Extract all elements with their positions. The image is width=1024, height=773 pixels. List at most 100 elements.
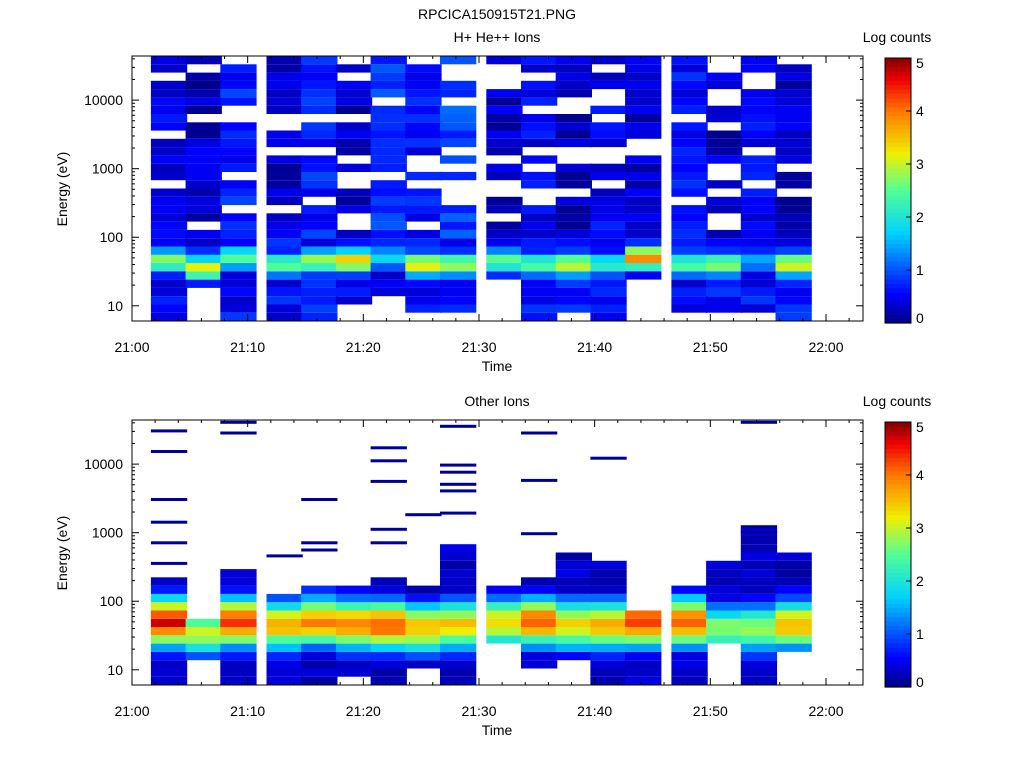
heatmap-cell xyxy=(740,610,778,619)
heatmap-cell xyxy=(440,552,477,561)
heatmap-cell-sparse xyxy=(440,463,477,467)
heatmap-cell xyxy=(740,585,778,594)
heatmap-cell xyxy=(486,254,523,264)
heatmap-cell xyxy=(440,246,477,255)
heatmap-cell xyxy=(301,130,338,139)
heatmap-cell xyxy=(706,138,743,148)
heatmap-cell xyxy=(740,560,778,570)
heatmap-cell xyxy=(440,585,477,594)
heatmap-cell xyxy=(740,296,778,305)
heatmap-cell xyxy=(440,296,477,305)
heatmap-cell xyxy=(590,229,627,239)
heatmap-cell xyxy=(150,651,188,661)
heatmap-cell xyxy=(405,147,442,156)
heatmap-cell xyxy=(775,602,812,611)
heatmap-cell xyxy=(521,296,558,305)
heatmap-cell xyxy=(555,577,592,586)
heatmap-cell xyxy=(555,560,592,570)
heatmap-cell xyxy=(555,163,592,172)
colorbar-segment xyxy=(885,270,911,276)
heatmap-cell xyxy=(301,122,338,131)
heatmap-cell xyxy=(185,72,222,81)
heatmap-cell xyxy=(301,627,338,636)
colorbar-segment xyxy=(885,141,911,147)
heatmap-cell xyxy=(301,246,338,255)
y-tick-label: 100 xyxy=(100,229,124,245)
heatmap-cell xyxy=(370,56,407,65)
heatmap-cell xyxy=(335,205,373,214)
heatmap-cell xyxy=(220,263,257,272)
colorbar-segment xyxy=(885,660,911,666)
colorbar-segment xyxy=(885,283,911,289)
heatmap-cell xyxy=(590,618,627,628)
heatmap-cell xyxy=(555,196,592,206)
heatmap-cell xyxy=(625,676,662,685)
heatmap-cell xyxy=(740,676,778,685)
y-tick-label: 10 xyxy=(107,298,123,314)
heatmap-cell xyxy=(740,138,778,148)
heatmap-cell xyxy=(370,180,407,189)
colorbar-label: Log counts xyxy=(863,393,932,409)
heatmap-cell xyxy=(625,64,662,73)
colorbar-segment xyxy=(885,111,911,117)
heatmap-cell xyxy=(301,610,338,619)
heatmap-cell xyxy=(150,56,188,65)
x-tick-label: 21:50 xyxy=(693,339,728,355)
heatmap-cell xyxy=(440,569,477,578)
heatmap-cell xyxy=(740,577,778,586)
heatmap-cell xyxy=(185,89,222,98)
heatmap-cell xyxy=(521,254,558,264)
heatmap-cell xyxy=(521,122,558,131)
heatmap-cell xyxy=(370,147,407,156)
heatmap-cell xyxy=(590,130,627,139)
heatmap-cell xyxy=(440,627,477,636)
colorbar-segment xyxy=(885,84,911,90)
heatmap-cell xyxy=(185,213,222,222)
heatmap-cell xyxy=(625,660,662,669)
heatmap-cell xyxy=(706,618,743,628)
heatmap-cell xyxy=(266,163,303,172)
heatmap-cell xyxy=(671,238,708,247)
heatmap-cell xyxy=(220,213,257,222)
heatmap-cell xyxy=(625,221,662,230)
heatmap-cell xyxy=(301,263,338,272)
heatmap-cell xyxy=(521,229,558,239)
heatmap-cell xyxy=(590,643,627,652)
colorbar-segment xyxy=(885,62,911,68)
heatmap-cell xyxy=(405,279,442,288)
heatmap-cell xyxy=(671,122,708,131)
heatmap-cell xyxy=(521,577,558,586)
heatmap-cell xyxy=(370,287,407,297)
heatmap-cell xyxy=(740,213,778,222)
heatmap-cell xyxy=(706,180,743,189)
heatmap-cell xyxy=(706,130,743,139)
heatmap-cell xyxy=(706,287,743,297)
heatmap-cell xyxy=(150,610,188,619)
heatmap-cell xyxy=(486,221,523,230)
heatmap-cell xyxy=(740,188,778,197)
heatmap-cell xyxy=(150,585,188,594)
heatmap-cell xyxy=(266,610,303,619)
heatmap-cell xyxy=(521,279,558,288)
heatmap-cell xyxy=(370,676,407,685)
colorbar-segment xyxy=(885,550,911,556)
heatmap-cell xyxy=(370,213,407,222)
heatmap-cell xyxy=(775,105,812,114)
heatmap-cell xyxy=(370,229,407,239)
heatmap-cell xyxy=(335,651,373,661)
colorbar-tick-label: 0 xyxy=(916,310,924,326)
colorbar-segment xyxy=(885,292,911,298)
heatmap-cell xyxy=(590,80,627,90)
heatmap-cell xyxy=(301,105,338,114)
colorbar-segment xyxy=(885,439,911,445)
heatmap-cell xyxy=(405,72,442,81)
heatmap-cell xyxy=(625,627,662,636)
heatmap-cell xyxy=(706,585,743,594)
heatmap-cell xyxy=(266,271,303,280)
heatmap-cell xyxy=(590,263,627,272)
colorbar-segment xyxy=(885,102,911,108)
colorbar-segment xyxy=(885,88,911,94)
heatmap-cell xyxy=(775,89,812,98)
heatmap-cell xyxy=(150,635,188,644)
heatmap-cell xyxy=(486,205,523,214)
